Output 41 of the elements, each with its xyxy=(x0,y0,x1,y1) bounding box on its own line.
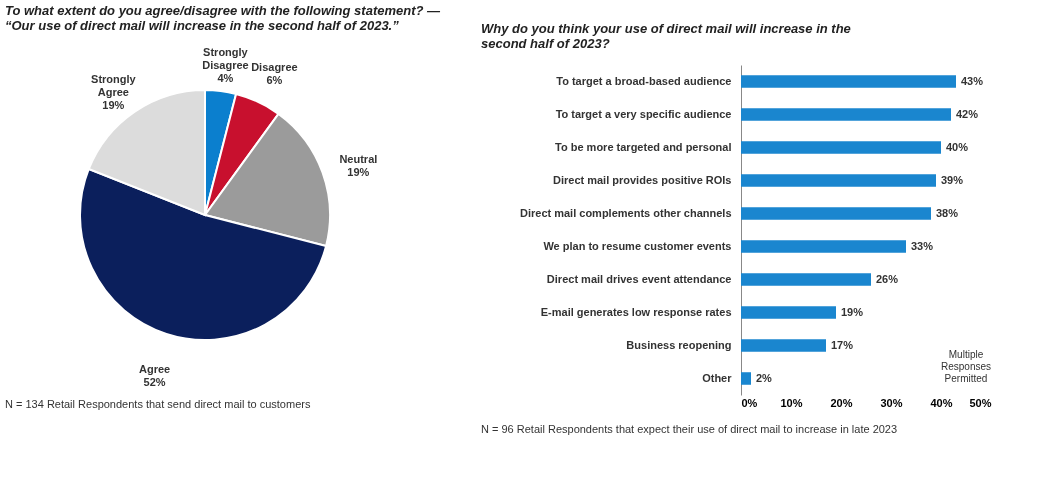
y-tick-label: Business reopening xyxy=(626,338,732,351)
text: N = 134 Retail Respondents that send direct mail to customers xyxy=(5,398,311,410)
text: N = 96 Retail Respondents that expect their use of direct mail to increase in late 2023 xyxy=(481,423,898,435)
data-label: 26% xyxy=(876,272,899,285)
y-tick-label: Other xyxy=(702,371,733,384)
x-tick-label: 0% xyxy=(741,396,758,409)
y-tick-label: E-mail generates low response rates xyxy=(540,305,732,318)
y-tick-label: To be more targeted and personal xyxy=(555,140,732,153)
data-label: 2% xyxy=(756,371,773,384)
chart-title: To what extent do you agree/disagree with the following statement? — “Our use of direct mail will increase in the second half of 2023.” xyxy=(5,3,442,34)
x-tick-label: 40% xyxy=(930,396,953,409)
data-label: 6% xyxy=(266,73,283,86)
data-label: 42% xyxy=(956,107,979,120)
y-tick-label: Direct mail provides positive ROIs xyxy=(552,173,732,186)
slice-label: Neutral xyxy=(339,152,378,165)
annotation: Multiple Responses Permitted xyxy=(940,349,992,384)
data-label: 38% xyxy=(936,206,959,219)
y-tick-label: We plan to resume customer events xyxy=(543,239,732,252)
data-label: 33% xyxy=(911,239,934,252)
data-label: 40% xyxy=(946,140,969,153)
y-tick-label: Direct mail complements other channels xyxy=(519,206,732,219)
slice-label: Strongly Agree xyxy=(91,73,137,99)
data-label: 17% xyxy=(831,338,854,351)
slice-label: Strongly Disagree xyxy=(202,46,249,72)
x-tick-label: 20% xyxy=(830,396,853,409)
slice-label: Disagree xyxy=(251,60,298,73)
x-tick-label: 10% xyxy=(780,396,803,409)
x-tick-label: 30% xyxy=(880,396,903,409)
data-label: 43% xyxy=(961,74,984,87)
data-label: 4% xyxy=(217,72,234,85)
data-label: 19% xyxy=(347,165,370,178)
y-tick-label: To target a very specific audience xyxy=(555,107,732,120)
chart-title: Why do you think your use of direct mail will increase in the second half of 2023? xyxy=(481,21,851,51)
data-label: 52% xyxy=(143,376,166,389)
y-tick-label: To target a broad-based audience xyxy=(556,74,732,87)
x-tick-label: 50% xyxy=(969,396,992,409)
data-label: 19% xyxy=(102,99,125,112)
y-tick-label: Direct mail drives event attendance xyxy=(546,272,732,285)
slice-label: Agree xyxy=(139,363,171,376)
data-label: 19% xyxy=(841,305,864,318)
data-label: 39% xyxy=(941,173,964,186)
